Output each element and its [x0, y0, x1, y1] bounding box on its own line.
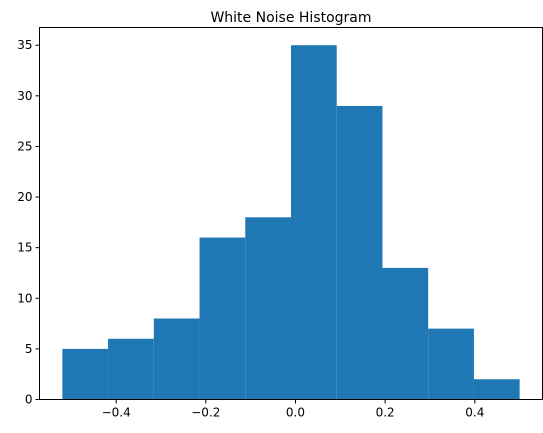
chart-title: White Noise Histogram [210, 10, 371, 26]
histogram-bar [336, 105, 383, 400]
histogram-bar [382, 267, 429, 400]
histogram-bar [291, 45, 337, 400]
histogram-bar [108, 338, 154, 400]
histogram-bar [153, 318, 200, 400]
x-tick-label: 0.0 [286, 406, 305, 420]
y-tick-label: 35 [17, 38, 32, 52]
y-tick-label: 5 [25, 342, 33, 356]
bars-group [62, 45, 520, 400]
y-tick-label: 10 [17, 291, 32, 305]
y-tick-label: 20 [17, 190, 32, 204]
y-tick-label: 15 [17, 241, 32, 255]
y-tick-label: 30 [17, 89, 32, 103]
x-tick-label: −0.2 [191, 406, 220, 420]
x-tick-label: −0.4 [102, 406, 131, 420]
histogram-bar [199, 237, 246, 400]
x-tick-label: 0.4 [465, 406, 484, 420]
x-tick-label: 0.2 [376, 406, 395, 420]
histogram-bar [245, 217, 291, 400]
histogram-bar [62, 348, 109, 400]
y-tick-label: 25 [17, 139, 32, 153]
x-axis: −0.4 −0.2 0.0 0.2 0.4 [102, 399, 484, 420]
y-axis: 0 5 10 15 20 25 30 35 [17, 38, 40, 407]
histogram-bar [473, 379, 520, 400]
y-tick-label: 0 [25, 393, 33, 407]
histogram-bar [428, 328, 474, 400]
